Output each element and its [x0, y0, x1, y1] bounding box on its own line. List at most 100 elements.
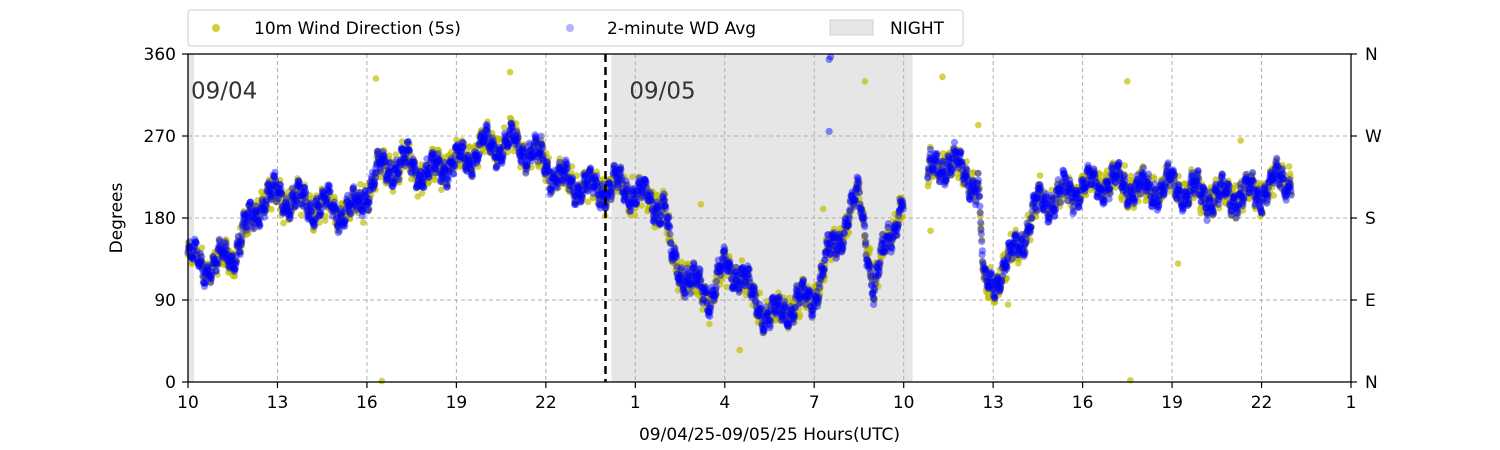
- data-point: [389, 188, 397, 195]
- data-point: [443, 183, 451, 191]
- data-point: [232, 250, 239, 258]
- data-point: [310, 227, 317, 234]
- data-point: [870, 295, 878, 303]
- data-point-outlier: [1004, 301, 1012, 308]
- data-point-outlier: [939, 73, 946, 81]
- data-point: [745, 265, 753, 273]
- data-point-outlier: [506, 68, 514, 76]
- data-point: [677, 264, 686, 272]
- data-point: [538, 144, 546, 152]
- data-point-outlier: [1174, 260, 1182, 267]
- grid-layer: [188, 54, 1351, 382]
- data-point: [444, 176, 452, 184]
- data-point: [767, 317, 775, 325]
- data-point: [563, 164, 571, 172]
- data-point: [712, 277, 721, 285]
- data-point: [845, 215, 853, 223]
- data-point: [396, 175, 404, 182]
- data-point: [876, 258, 884, 266]
- data-point: [367, 191, 375, 199]
- data-point: [418, 190, 426, 197]
- data-point: [296, 181, 303, 188]
- data-point: [484, 118, 491, 125]
- data-point-outlier: [1124, 78, 1131, 85]
- data-point: [348, 209, 355, 217]
- data-point: [256, 221, 264, 230]
- data-point: [255, 214, 263, 222]
- data-point: [712, 290, 720, 298]
- data-point: [537, 132, 545, 140]
- data-point: [236, 250, 244, 259]
- data-point: [815, 293, 823, 301]
- data-point: [301, 181, 309, 189]
- data-point: [365, 195, 373, 203]
- data-point: [569, 174, 577, 182]
- data-point-outlier: [372, 75, 380, 82]
- data-point-outlier: [974, 121, 982, 129]
- data-point: [208, 268, 216, 275]
- data-point: [855, 189, 863, 197]
- data-point: [468, 173, 476, 180]
- data-point: [322, 212, 329, 220]
- data-point: [478, 126, 485, 134]
- data-point: [489, 145, 496, 153]
- data-point: [238, 238, 246, 246]
- data-point: [459, 139, 467, 146]
- data-point: [861, 232, 869, 240]
- data-point: [405, 146, 413, 154]
- data-point: [1285, 163, 1293, 170]
- data-point: [268, 206, 275, 213]
- data-point: [341, 216, 350, 224]
- data-point: [469, 167, 477, 174]
- data-point: [350, 183, 358, 191]
- data-point: [468, 170, 477, 179]
- data-point: [435, 150, 443, 157]
- data-point: [459, 139, 468, 147]
- data-point: [855, 179, 863, 187]
- data-point: [474, 163, 482, 170]
- data-point: [192, 244, 200, 252]
- data-point: [397, 167, 404, 174]
- data-point: [308, 199, 315, 206]
- data-point: [271, 168, 279, 176]
- data-point: [326, 187, 334, 195]
- data-point: [366, 205, 373, 213]
- data-point: [244, 230, 252, 237]
- data-point: [672, 253, 681, 261]
- data-point: [448, 148, 455, 156]
- data-point: [297, 211, 305, 219]
- data-point: [438, 186, 445, 194]
- data-point: [451, 165, 459, 172]
- data-point: [666, 230, 674, 238]
- data-point: [820, 265, 828, 273]
- data-point: [738, 257, 746, 264]
- data-point: [861, 223, 869, 231]
- data-point: [662, 204, 670, 212]
- data-point: [212, 267, 220, 275]
- data-point: [593, 172, 601, 180]
- data-point: [666, 222, 674, 230]
- data-point: [214, 260, 222, 268]
- data-point-outlier: [861, 78, 869, 85]
- data-point-outlier: [819, 205, 827, 213]
- data-point: [276, 176, 284, 184]
- data-point: [395, 168, 403, 176]
- data-point: [405, 147, 414, 155]
- data-point: [431, 176, 439, 184]
- data-point: [501, 124, 508, 131]
- data-point: [627, 206, 635, 214]
- data-point: [293, 202, 300, 210]
- data-point: [444, 181, 452, 189]
- data-point: [845, 221, 853, 229]
- data-point: [862, 238, 870, 246]
- data-point: [483, 126, 491, 134]
- data-point: [875, 268, 884, 276]
- data-point: [392, 151, 400, 158]
- data-point: [816, 283, 824, 291]
- data-point: [261, 213, 269, 221]
- data-point: [362, 182, 369, 190]
- data-point: [251, 225, 258, 232]
- data-point: [697, 276, 705, 284]
- data-point: [380, 147, 388, 154]
- data-point: [214, 271, 221, 278]
